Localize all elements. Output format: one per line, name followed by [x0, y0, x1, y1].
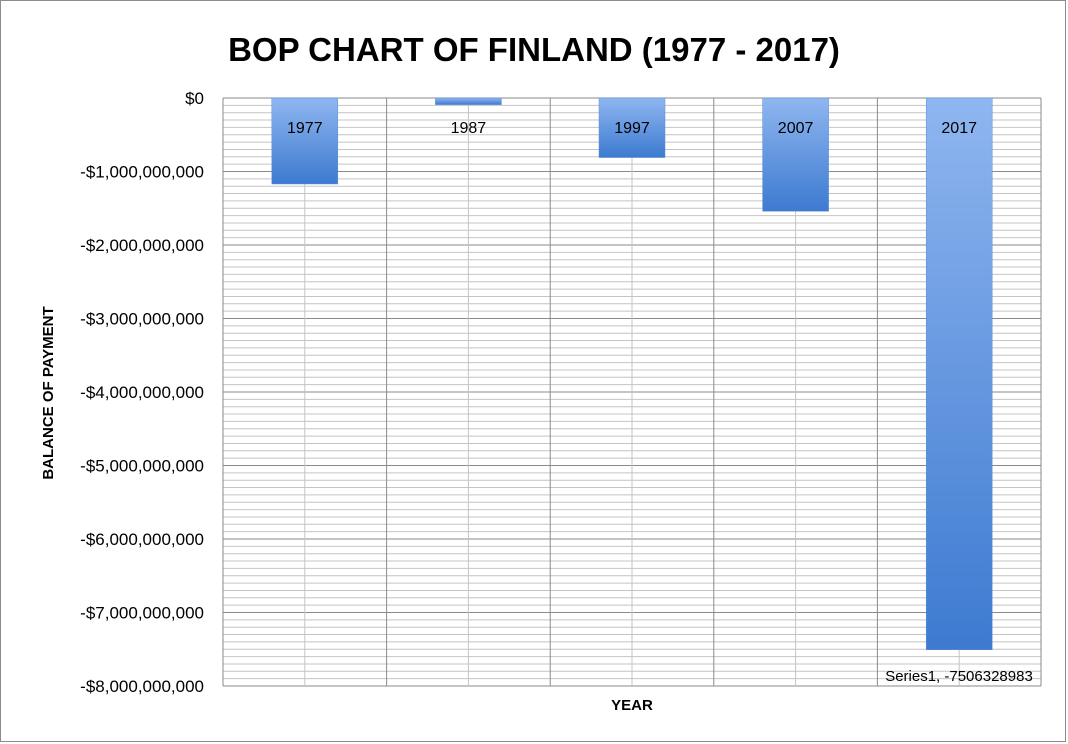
bars: [271, 97, 993, 650]
grid-lines: [222, 97, 1042, 687]
y-tick-label: -$1,000,000,000: [80, 163, 204, 182]
y-axis-ticks: $0 -$1,000,000,000 -$2,000,000,000 -$3,000,…: [80, 89, 204, 696]
bar-2007: [762, 97, 829, 212]
category-label-2017: 2017: [941, 120, 977, 137]
y-tick-label: -$3,000,000,000: [80, 310, 204, 329]
y-axis-label: BALANCE OF PAYMENT: [40, 306, 57, 479]
category-label-2007: 2007: [778, 120, 814, 137]
y-tick-label: -$5,000,000,000: [80, 457, 204, 476]
y-tick-label: -$6,000,000,000: [80, 530, 204, 549]
bar-2017: [925, 97, 993, 650]
y-tick-label: -$7,000,000,000: [80, 604, 204, 623]
category-labels: 1977 1987 1997 2007 2017: [287, 120, 977, 137]
category-label-1987: 1987: [451, 120, 487, 137]
bar-1997: [598, 97, 666, 158]
category-label-1977: 1977: [287, 120, 323, 137]
y-tick-label: -$4,000,000,000: [80, 383, 204, 402]
y-tick-label: -$2,000,000,000: [80, 236, 204, 255]
chart-title: BOP CHART OF FINLAND (1977 - 2017): [228, 31, 840, 68]
y-tick-label: -$8,000,000,000: [80, 677, 204, 696]
x-axis-label: YEAR: [611, 697, 653, 714]
y-tick-label: $0: [185, 89, 204, 108]
bar-1977: [271, 97, 339, 185]
category-label-1997: 1997: [614, 120, 650, 137]
data-label-annotation: Series1, -7506328983: [885, 668, 1033, 685]
bar-1987: [435, 97, 502, 105]
